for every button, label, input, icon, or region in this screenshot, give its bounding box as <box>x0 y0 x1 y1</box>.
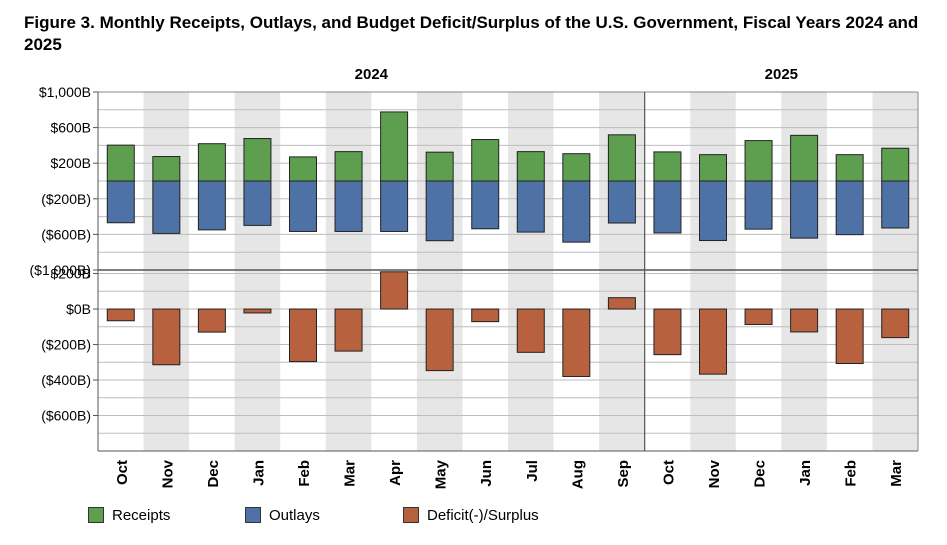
legend-deficit: Deficit(-)/Surplus <box>403 504 539 526</box>
deficit-bar <box>835 308 864 365</box>
y-tick-label: $200B <box>51 266 91 282</box>
x-tick-label: Dec <box>752 460 769 488</box>
x-tick-label: Apr <box>387 460 404 486</box>
x-tick-label: May <box>433 459 450 489</box>
outlays-swatch <box>245 507 261 523</box>
outlays-bar <box>471 180 500 230</box>
outlays-bar <box>562 180 591 243</box>
year-label-2025: 2025 <box>765 66 798 83</box>
deficit-bar <box>425 308 454 372</box>
x-tick-label: Sep <box>615 460 632 488</box>
deficit-bar <box>699 308 727 375</box>
deficit-bar <box>334 308 363 352</box>
x-tick-label: Oct <box>660 460 677 485</box>
outlays-bar <box>334 180 363 232</box>
column-band <box>690 92 736 451</box>
receipts-bar <box>197 143 226 182</box>
x-tick-label: Jan <box>797 460 814 486</box>
receipts-bar <box>516 151 545 182</box>
y-tick-label: ($1,000B) <box>30 262 91 278</box>
outlays-bar <box>653 180 682 234</box>
outlays-bar <box>516 180 545 233</box>
deficit-bar <box>516 308 545 353</box>
chart-title: Figure 3. Monthly Receipts, Outlays, and… <box>24 13 919 54</box>
outlays-bar <box>106 180 135 224</box>
y-tick-label: $200B <box>51 155 91 171</box>
deficit-bar <box>744 308 773 325</box>
receipts-bar <box>699 154 727 182</box>
y-tick-label: $1,000B <box>39 84 91 100</box>
receipts-bar <box>106 144 135 182</box>
y-tick-label: $600B <box>51 120 91 136</box>
deficit-bar <box>197 308 226 333</box>
deficit-bar <box>106 308 135 322</box>
x-tick-label: Mar <box>888 460 905 487</box>
outlays-bar <box>152 180 181 234</box>
receipts-bar <box>289 156 317 182</box>
receipts-bar <box>243 138 272 182</box>
x-tick-label: Jun <box>478 460 495 487</box>
x-tick-label: Nov <box>706 459 723 488</box>
y-tick-label: $0B <box>66 301 91 317</box>
x-tick-label: Feb <box>843 460 860 487</box>
outlays-bar <box>790 180 819 239</box>
deficit-bar <box>562 308 591 377</box>
receipts-bar <box>562 153 591 182</box>
x-tick-label: Feb <box>296 460 313 487</box>
deficit-bar <box>881 308 910 339</box>
receipts-swatch <box>88 507 104 523</box>
legend-outlays-label: Outlays <box>269 506 320 524</box>
outlays-bar <box>835 180 864 236</box>
legend-outlays: Outlays <box>245 504 320 526</box>
outlays-bar <box>197 180 226 231</box>
receipts-bar <box>835 154 864 182</box>
deficit-bar <box>471 308 500 323</box>
outlays-bar <box>607 180 636 224</box>
x-tick-label: Dec <box>205 460 222 488</box>
x-tick-label: Mar <box>342 460 359 487</box>
deficit-bar <box>790 308 819 333</box>
deficit-bar <box>607 297 636 310</box>
y-tick-label: ($400B) <box>41 372 91 388</box>
column-band <box>143 92 190 451</box>
outlays-bar <box>425 180 454 242</box>
receipts-bar <box>471 139 500 182</box>
outlays-bar <box>881 180 910 229</box>
receipts-bar <box>881 147 910 182</box>
deficit-bar <box>289 308 317 363</box>
y-tick-label: ($600B) <box>41 408 91 424</box>
x-tick-label: Oct <box>114 460 131 485</box>
x-tick-label: Jan <box>250 460 267 486</box>
deficit-swatch <box>403 507 419 523</box>
x-tick-label: Nov <box>159 459 176 488</box>
outlays-bar <box>289 180 317 232</box>
legend-receipts: Receipts <box>88 504 170 526</box>
outlays-bar <box>744 180 773 230</box>
outlays-bar <box>699 180 727 242</box>
receipts-bar <box>334 151 363 182</box>
y-tick-label: ($600B) <box>41 226 91 242</box>
receipts-bar <box>607 134 636 182</box>
x-tick-label: Aug <box>569 460 586 489</box>
year-label-2024: 2024 <box>355 66 389 83</box>
y-tick-label: ($200B) <box>41 191 91 207</box>
receipts-bar <box>744 140 773 182</box>
deficit-bar <box>152 308 181 366</box>
legend-deficit-label: Deficit(-)/Surplus <box>427 506 539 524</box>
x-tick-label: Jul <box>524 460 541 482</box>
receipts-bar <box>380 111 409 182</box>
outlays-bar <box>243 180 272 226</box>
receipts-bar <box>653 151 682 182</box>
legend-receipts-label: Receipts <box>112 506 171 524</box>
y-tick-label: ($200B) <box>41 337 91 353</box>
deficit-bar <box>380 271 409 310</box>
deficit-bar <box>243 308 272 314</box>
outlays-bar <box>380 180 409 232</box>
deficit-bar <box>653 308 682 356</box>
receipts-bar <box>152 156 181 182</box>
receipts-bar <box>425 151 454 182</box>
receipts-bar <box>790 134 819 182</box>
